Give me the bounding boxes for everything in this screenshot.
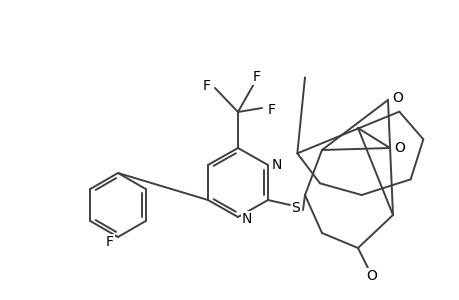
Text: O: O [366, 269, 377, 283]
Text: F: F [106, 235, 114, 249]
Text: O: O [392, 91, 403, 105]
Text: S: S [291, 201, 300, 215]
Text: O: O [394, 141, 404, 155]
Text: N: N [271, 158, 281, 172]
Text: F: F [252, 70, 260, 84]
Text: F: F [268, 103, 275, 117]
Text: F: F [202, 79, 211, 93]
Text: N: N [241, 212, 252, 226]
